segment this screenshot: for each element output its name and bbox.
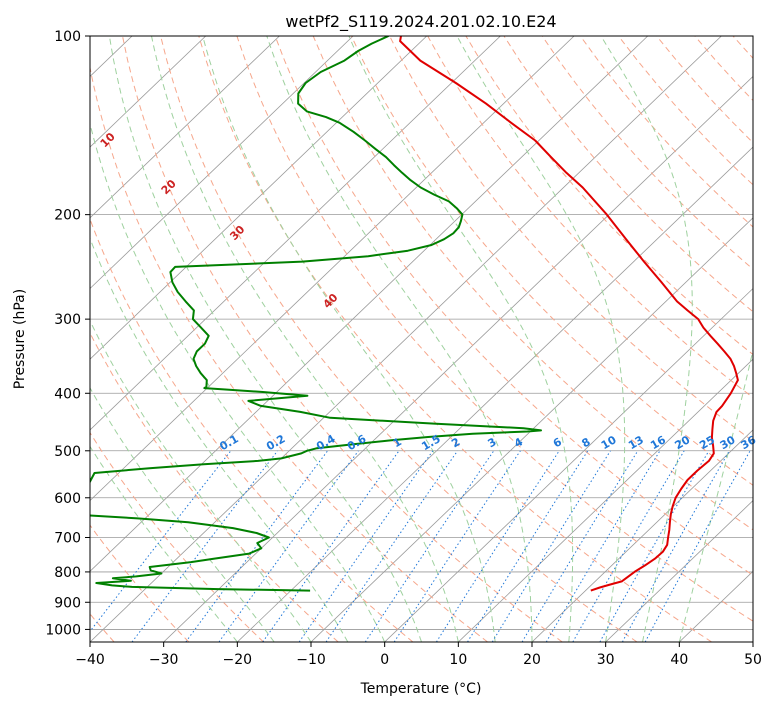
mixing-ratio-line (298, 450, 434, 642)
isotherm-line (458, 358, 753, 642)
mixing-ratio-line (131, 450, 278, 642)
mixing-ratio-line (435, 450, 560, 642)
moist-adiabat-line (151, 36, 459, 642)
moist-adiabat-line (108, 36, 422, 642)
mixing-ratio-line (467, 450, 589, 642)
isotherm-line (90, 36, 428, 360)
dry-adiabat-line (90, 331, 339, 642)
dry-adiabat-line (350, 36, 753, 486)
isotherm-line (237, 146, 753, 642)
dry-adiabat-line (312, 36, 753, 531)
moist-adiabat-line (600, 36, 693, 642)
isotherm-line (90, 36, 722, 642)
y-tick-label: 700 (54, 531, 81, 547)
dewpoint-profile-line (90, 36, 542, 592)
mixing-ratio-line (521, 450, 639, 642)
dry-adiabat-line (90, 65, 488, 642)
dry-adiabat-line (90, 217, 414, 642)
dry-adiabat-line (427, 36, 753, 399)
mixing-ratio-line (621, 450, 730, 642)
mixing-ratio-line (393, 450, 521, 642)
y-tick-label: 400 (54, 386, 81, 402)
y-tick-label: 100 (54, 29, 81, 45)
x-tick-label: 0 (380, 652, 389, 668)
mixing-ratio-line (364, 450, 495, 642)
y-tick-label: 600 (54, 491, 81, 507)
series-layer (90, 36, 739, 592)
mixing-ratio-line (262, 450, 400, 642)
isotherm-line (90, 36, 501, 431)
x-tick-label: 30 (597, 652, 615, 668)
grid-layer (90, 36, 753, 642)
moist-adiabat-line (90, 445, 238, 642)
x-tick-label: 50 (744, 652, 762, 668)
dry-adiabat-line (122, 36, 563, 642)
moist-adiabat-line (202, 36, 496, 642)
moist-adiabat-line (266, 36, 533, 642)
isotherm-line (90, 36, 354, 290)
mixing-ratio-line (644, 450, 751, 642)
x-tick-label: 20 (523, 652, 541, 668)
moist-adiabat-line (90, 121, 386, 642)
moist-adiabat-line (456, 36, 626, 642)
y-tick-label: 800 (54, 565, 81, 581)
x-tick-label: −40 (75, 652, 105, 668)
x-tick-label: 40 (670, 652, 688, 668)
mixing-ratio-line (218, 450, 359, 642)
moist-adiabat-line (90, 237, 349, 642)
isotherm-line (163, 75, 753, 642)
x-tick-label: −30 (149, 652, 179, 668)
isotherm-line (90, 36, 575, 502)
dry-adiabat-line (198, 36, 712, 642)
moist-adiabat-line (90, 386, 275, 642)
temperature-profile-line (399, 36, 739, 592)
x-tick-label: 10 (449, 652, 467, 668)
dry-adiabat-line (465, 36, 753, 356)
x-tick-label: −20 (223, 652, 253, 668)
mixing-ratio-line (185, 450, 329, 642)
isotherm-line (90, 36, 280, 219)
y-tick-label: 300 (54, 312, 81, 328)
chart-title: wetPf2_S119.2024.201.02.10.E24 (285, 12, 556, 32)
dry-adiabat-line (160, 36, 638, 642)
moist-adiabat-line (678, 347, 753, 642)
y-axis-label: Pressure (hPa) (12, 289, 28, 389)
isotherm-line (384, 287, 753, 642)
y-tick-label: 1000 (45, 622, 81, 638)
isotherm-line (90, 36, 207, 148)
y-tick-label: 500 (54, 444, 81, 460)
x-tick-label: −10 (296, 652, 326, 668)
isotherm-line (605, 500, 753, 642)
x-axis-label: Temperature (°C) (360, 681, 482, 697)
mixing-ratio-line (325, 450, 459, 642)
moist-adiabat-line (348, 36, 574, 642)
isotherm-line (90, 36, 649, 572)
tick-layer: −40 −30 −20 −10 0 10 20 30 40 50 100 200 300 400 500 60… (45, 29, 762, 668)
moist-adiabat-line (90, 319, 312, 642)
isotherm-line (531, 429, 753, 642)
y-tick-label: 200 (54, 208, 81, 224)
axes-frame (89, 35, 754, 643)
y-tick-label: 900 (54, 595, 81, 611)
dry-adiabat-line (389, 36, 753, 442)
